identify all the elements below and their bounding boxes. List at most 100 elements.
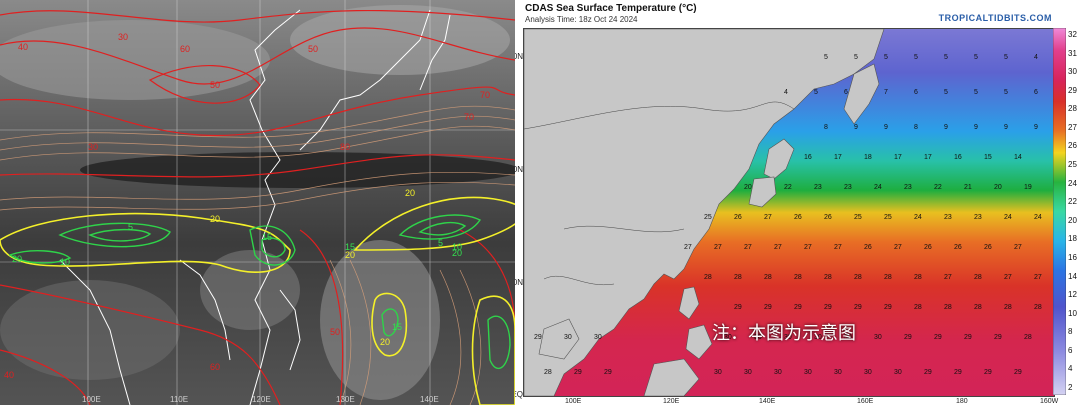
contour-labels-yellow: 20 20 20 20 <box>210 188 415 347</box>
svg-text:27: 27 <box>764 214 772 221</box>
svg-text:27: 27 <box>774 244 782 251</box>
contour-label-red: 30 <box>88 142 98 152</box>
contour-label-red: 40 <box>4 370 14 380</box>
map-title: CDAS Sea Surface Temperature (°C) <box>525 3 697 14</box>
contour-label-red: 70 <box>464 112 474 122</box>
latitude-label: 0N <box>515 278 523 287</box>
contour-label-yellow: 20 <box>405 188 415 198</box>
svg-text:29: 29 <box>904 334 912 341</box>
svg-text:28: 28 <box>794 274 802 281</box>
contour-label-red: 30 <box>118 32 128 42</box>
svg-text:25: 25 <box>884 214 892 221</box>
svg-text:22: 22 <box>784 184 792 191</box>
svg-text:29: 29 <box>994 334 1002 341</box>
svg-text:27: 27 <box>894 244 902 251</box>
longitude-label: 140E <box>759 398 776 405</box>
svg-text:29: 29 <box>794 304 802 311</box>
colorbar-gradient <box>1053 28 1066 395</box>
latitude-label: EQ <box>515 390 523 399</box>
colorbar-label: 30 <box>1068 67 1077 77</box>
svg-text:29: 29 <box>764 304 772 311</box>
svg-text:24: 24 <box>1034 214 1042 221</box>
contour-label-green: 5 <box>128 222 133 232</box>
longitude-label: 120E <box>663 398 680 405</box>
contour-label-green: 15 <box>262 232 272 242</box>
svg-text:16: 16 <box>954 154 962 161</box>
svg-text:26: 26 <box>734 214 742 221</box>
sst-map-frame: 5 5 5 5 5 5 5 4 4 5 6 7 6 5 5 5 6 8 9 9 8 9 9 9 9 16 17 18 17 17 16… <box>523 28 1055 397</box>
svg-text:23: 23 <box>904 184 912 191</box>
svg-text:25: 25 <box>704 214 712 221</box>
colorbar-label: 26 <box>1068 141 1077 151</box>
svg-text:5: 5 <box>814 89 818 96</box>
svg-text:18: 18 <box>864 154 872 161</box>
colorbar-label: 32 <box>1068 30 1077 39</box>
colorbar-label: 27 <box>1068 122 1077 132</box>
svg-text:5: 5 <box>944 89 948 96</box>
svg-text:28: 28 <box>734 274 742 281</box>
svg-text:30: 30 <box>874 334 882 341</box>
contour-label-red: 50 <box>330 327 340 337</box>
svg-text:24: 24 <box>914 214 922 221</box>
colorbar-label: 6 <box>1068 345 1073 355</box>
contour-labels-green: 5 5 10 15 10 20 15 15 20 <box>12 222 462 332</box>
longitude-label: 160W <box>1040 398 1059 405</box>
svg-text:28: 28 <box>704 274 712 281</box>
cloud-cluster <box>320 240 440 400</box>
svg-text:28: 28 <box>974 304 982 311</box>
svg-text:29: 29 <box>604 369 612 376</box>
japan-south <box>748 176 777 208</box>
svg-text:5: 5 <box>824 54 828 61</box>
svg-text:27: 27 <box>1034 274 1042 281</box>
svg-text:6: 6 <box>1034 89 1038 96</box>
svg-text:30: 30 <box>814 334 822 341</box>
svg-text:30: 30 <box>714 369 722 376</box>
kamchatka <box>843 63 880 125</box>
svg-text:28: 28 <box>914 274 922 281</box>
svg-text:21: 21 <box>964 184 972 191</box>
colorbar-label: 18 <box>1068 234 1077 244</box>
contour-label-green: 5 <box>438 238 443 248</box>
svg-text:30: 30 <box>864 369 872 376</box>
colorbar-label: 2 <box>1068 383 1073 392</box>
svg-text:30: 30 <box>894 369 902 376</box>
latitude-label: 0N <box>515 52 523 61</box>
asia-landmass <box>524 29 885 396</box>
svg-text:27: 27 <box>1014 244 1022 251</box>
longitude-label: 110E <box>170 395 189 404</box>
notice-text: 注：本图为示意图 <box>712 323 856 344</box>
contour-label-green: 15 <box>345 242 355 252</box>
svg-text:9: 9 <box>884 124 888 131</box>
japan-north <box>763 138 795 180</box>
svg-text:30: 30 <box>744 369 752 376</box>
svg-text:5: 5 <box>1004 54 1008 61</box>
contour-label-red: 80 <box>340 142 350 152</box>
svg-text:26: 26 <box>824 214 832 221</box>
colorbar-label: 28 <box>1068 104 1077 114</box>
graticule <box>0 0 515 405</box>
svg-text:5: 5 <box>854 54 858 61</box>
colorbar-label: 16 <box>1068 252 1077 262</box>
svg-text:9: 9 <box>944 124 948 131</box>
svg-text:23: 23 <box>974 214 982 221</box>
svg-text:27: 27 <box>1004 274 1012 281</box>
svg-text:5: 5 <box>914 54 918 61</box>
colorbar-label: 4 <box>1068 364 1073 374</box>
svg-text:30: 30 <box>844 334 852 341</box>
svg-text:28: 28 <box>974 274 982 281</box>
svg-text:28: 28 <box>544 369 552 376</box>
longitude-label: 130E <box>336 395 355 404</box>
sst-panel: CDAS Sea Surface Temperature (°C) Analys… <box>515 0 1080 405</box>
colorbar-label: 31 <box>1068 48 1077 58</box>
svg-text:29: 29 <box>734 304 742 311</box>
svg-text:29: 29 <box>854 304 862 311</box>
contour-label-red: 70 <box>480 90 490 100</box>
colorbar-label: 8 <box>1068 327 1073 337</box>
satellite-panel: 40 30 60 50 30 80 70 60 50 40 70 50 <box>0 0 515 405</box>
cloud-cluster <box>0 280 180 380</box>
svg-text:14: 14 <box>1014 154 1022 161</box>
svg-text:29: 29 <box>924 369 932 376</box>
svg-text:17: 17 <box>924 154 932 161</box>
sst-map: 5 5 5 5 5 5 5 4 4 5 6 7 6 5 5 5 6 8 9 9 8 9 9 9 9 16 17 18 17 17 16… <box>524 29 1054 396</box>
